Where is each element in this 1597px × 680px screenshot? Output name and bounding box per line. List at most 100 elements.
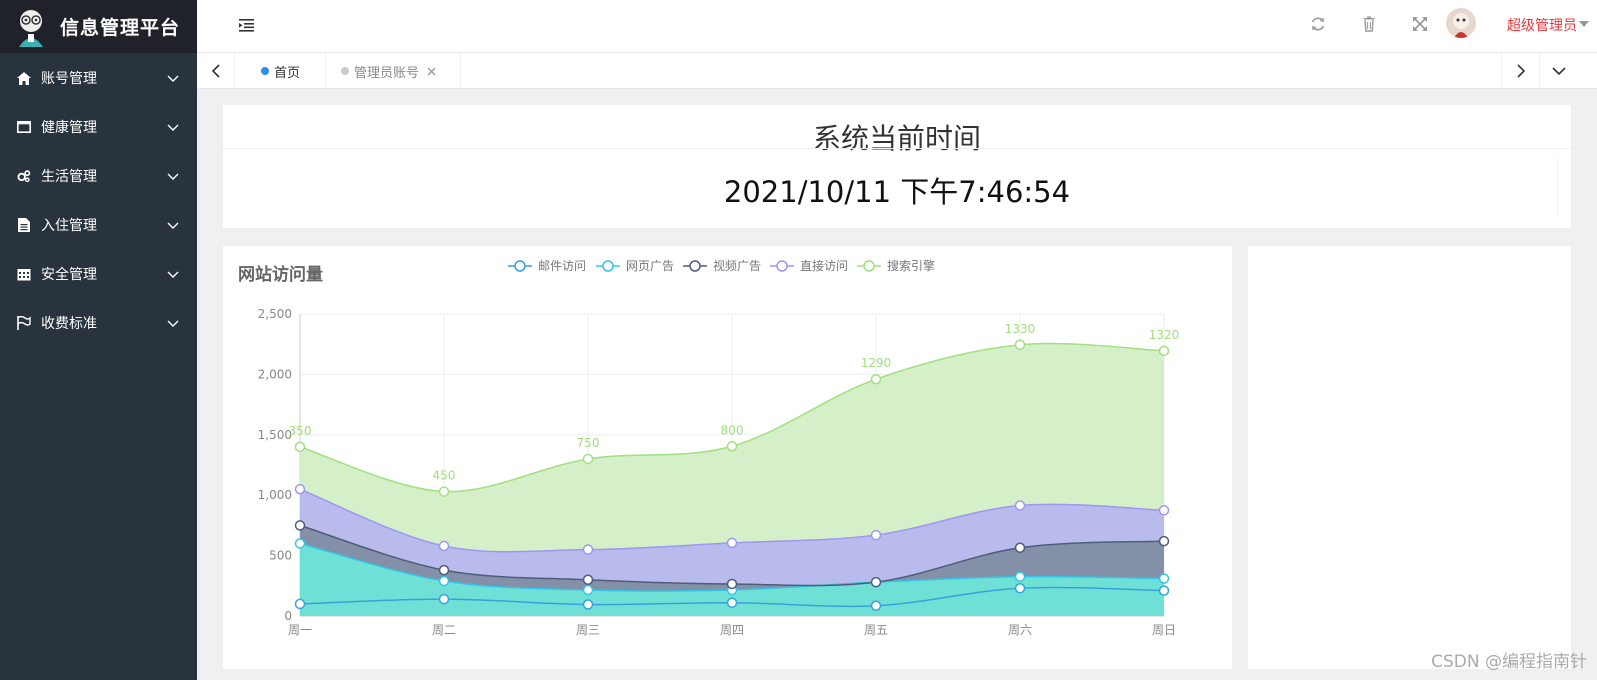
sidebar-item-life[interactable]: 生活管理 bbox=[0, 151, 197, 201]
chevron-down-icon bbox=[1551, 67, 1566, 76]
data-point bbox=[582, 574, 594, 586]
sidebar-item-health[interactable]: 健康管理 bbox=[0, 102, 197, 152]
y-tick-label: 1,500 bbox=[258, 428, 292, 442]
user-avatar[interactable] bbox=[1446, 8, 1476, 38]
y-tick-label: 0 bbox=[284, 609, 292, 623]
close-icon[interactable] bbox=[427, 67, 436, 76]
data-label: 750 bbox=[577, 436, 600, 450]
divider bbox=[1557, 158, 1558, 216]
data-point bbox=[294, 483, 306, 495]
x-tick-label: 周五 bbox=[864, 623, 888, 637]
sidebar-item-label: 健康管理 bbox=[41, 120, 97, 136]
time-card: 系统当前时间 2021/10/11 下午7:46:54 bbox=[223, 105, 1571, 228]
data-point bbox=[870, 373, 882, 385]
y-tick-label: 1,000 bbox=[258, 488, 292, 502]
legend-label: 视频广告 bbox=[713, 258, 761, 273]
x-tick-label: 周一 bbox=[288, 623, 312, 637]
window-icon bbox=[17, 120, 31, 134]
divider bbox=[223, 148, 1571, 149]
active-dot bbox=[261, 67, 269, 75]
sidebar-item-account[interactable]: 账号管理 bbox=[0, 53, 197, 103]
data-point bbox=[438, 575, 450, 587]
watermark: CSDN @编程指南针 bbox=[1431, 652, 1587, 672]
flag-icon bbox=[17, 316, 31, 330]
sidebar-item-label: 入住管理 bbox=[41, 218, 97, 234]
data-point bbox=[1014, 582, 1026, 594]
data-point bbox=[1158, 505, 1170, 516]
file-icon bbox=[17, 218, 31, 232]
tabs-scroll-left-button[interactable] bbox=[197, 53, 235, 89]
y-tick-label: 2,000 bbox=[258, 367, 292, 381]
sidebar-item-label: 安全管理 bbox=[41, 267, 97, 283]
visits-chart-card: 网站访问量 0 500 1,000 1,500 2,000 2,500 周一 周二 周三 周四 周五… bbox=[223, 246, 1232, 669]
data-label: 350 bbox=[289, 424, 312, 438]
x-tick-label: 周三 bbox=[576, 623, 600, 637]
data-point bbox=[294, 441, 306, 453]
data-label: 1320 bbox=[1149, 328, 1180, 342]
data-point bbox=[1158, 573, 1170, 584]
chevron-down-icon bbox=[167, 219, 179, 231]
legend-label: 搜索引擎 bbox=[887, 258, 935, 273]
user-name[interactable]: 超级管理员 bbox=[1507, 18, 1577, 34]
data-point bbox=[726, 578, 738, 590]
x-tick-label: 周四 bbox=[720, 623, 744, 637]
data-point bbox=[438, 486, 450, 497]
tab-admin-account[interactable]: 管理员账号 bbox=[326, 53, 461, 89]
chevron-down-icon bbox=[167, 317, 179, 329]
chevron-down-icon bbox=[167, 72, 179, 84]
visits-chart: 0 500 1,000 1,500 2,000 2,500 周一 周二 周三 周四 周五 周六 周日 35… bbox=[258, 258, 1180, 637]
chevron-left-icon bbox=[211, 64, 220, 78]
data-label: 800 bbox=[721, 423, 744, 437]
legend-label: 直接访问 bbox=[800, 258, 848, 273]
legend-marker bbox=[863, 260, 875, 272]
legend-label: 网页广告 bbox=[626, 259, 674, 273]
tabs-scroll-right-button[interactable] bbox=[1501, 53, 1539, 89]
refresh-icon[interactable] bbox=[1309, 15, 1327, 33]
sidebar-item-label: 生活管理 bbox=[41, 169, 97, 185]
tab-home[interactable]: 首页 bbox=[235, 53, 326, 89]
data-point bbox=[582, 599, 594, 610]
y-tick-label: 2,500 bbox=[258, 307, 292, 321]
data-point bbox=[1158, 585, 1170, 596]
tab-label: 管理员账号 bbox=[354, 65, 420, 81]
data-point bbox=[294, 598, 306, 610]
logo-area[interactable]: 信息管理平台 bbox=[0, 0, 197, 53]
legend-marker bbox=[776, 260, 788, 272]
data-point bbox=[294, 520, 306, 531]
sidebar-item-checkin[interactable]: 入住管理 bbox=[0, 200, 197, 250]
legend-marker bbox=[514, 260, 526, 272]
data-point bbox=[870, 600, 882, 611]
legend-marker bbox=[689, 260, 701, 272]
data-point bbox=[1014, 500, 1026, 511]
trash-icon[interactable] bbox=[1360, 15, 1378, 33]
x-tick-label: 周二 bbox=[432, 623, 456, 637]
sidebar-item-security[interactable]: 安全管理 bbox=[0, 249, 197, 299]
data-point bbox=[726, 597, 738, 608]
app-title: 信息管理平台 bbox=[60, 17, 181, 39]
chevron-down-icon bbox=[167, 170, 179, 182]
tabs-menu-button[interactable] bbox=[1539, 53, 1577, 89]
legend-marker bbox=[602, 260, 614, 272]
data-point bbox=[294, 538, 306, 549]
data-point bbox=[1158, 345, 1170, 357]
chart-title: 网站访问量 bbox=[238, 265, 323, 285]
top-header: 超级管理员 bbox=[197, 0, 1597, 53]
y-tick-label: 500 bbox=[269, 549, 292, 563]
data-point bbox=[438, 540, 450, 552]
logo-avatar-icon bbox=[14, 7, 48, 47]
area-0 bbox=[300, 587, 1164, 616]
data-point bbox=[870, 576, 882, 588]
data-label: 1330 bbox=[1005, 322, 1036, 336]
x-tick-label: 周六 bbox=[1008, 623, 1032, 637]
right-panel bbox=[1248, 246, 1571, 669]
tabs-bar: 首页 管理员账号 bbox=[197, 53, 1597, 89]
gears-icon bbox=[17, 169, 31, 183]
chevron-down-icon bbox=[167, 268, 179, 280]
current-time: 2021/10/11 下午7:46:54 bbox=[723, 175, 1071, 209]
menu-toggle-icon[interactable] bbox=[239, 17, 255, 32]
data-point bbox=[582, 453, 594, 465]
caret-down-icon[interactable] bbox=[1579, 21, 1589, 27]
sidebar-item-fees[interactable]: 收费标准 bbox=[0, 298, 197, 348]
fullscreen-icon[interactable] bbox=[1411, 15, 1429, 33]
home-icon bbox=[17, 71, 31, 85]
